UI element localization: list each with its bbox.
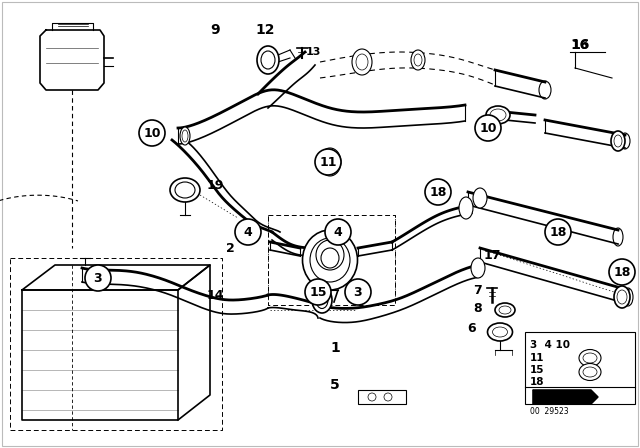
Ellipse shape [92, 270, 98, 280]
Ellipse shape [175, 182, 195, 198]
Text: 9: 9 [210, 23, 220, 37]
Circle shape [325, 219, 351, 245]
Text: 3: 3 [354, 285, 362, 298]
Text: 00  29523: 00 29523 [530, 407, 568, 416]
Text: 4: 4 [333, 225, 342, 238]
Ellipse shape [539, 81, 551, 99]
Text: 2: 2 [226, 241, 234, 254]
Text: 10: 10 [143, 126, 161, 139]
Bar [525, 332, 635, 404]
Text: 17: 17 [483, 249, 500, 262]
Text: 4: 4 [244, 225, 252, 238]
Polygon shape [533, 390, 598, 404]
Text: 19: 19 [206, 178, 224, 191]
Ellipse shape [411, 50, 425, 70]
Text: 11: 11 [530, 353, 545, 363]
Ellipse shape [310, 238, 350, 282]
Ellipse shape [486, 106, 510, 124]
Text: 15: 15 [530, 365, 545, 375]
Text: 3: 3 [93, 271, 102, 284]
Circle shape [85, 265, 111, 291]
Ellipse shape [495, 303, 515, 317]
Bar [358, 390, 406, 404]
Ellipse shape [583, 353, 597, 363]
Ellipse shape [368, 393, 376, 401]
Ellipse shape [356, 54, 368, 70]
Ellipse shape [414, 54, 422, 66]
Circle shape [545, 219, 571, 245]
Circle shape [235, 219, 261, 245]
Text: 12: 12 [255, 23, 275, 37]
Ellipse shape [89, 266, 101, 284]
Ellipse shape [352, 49, 372, 75]
Text: 18: 18 [613, 266, 630, 279]
Circle shape [345, 279, 371, 305]
Text: 15: 15 [309, 285, 327, 298]
Ellipse shape [261, 51, 275, 69]
Text: 16: 16 [570, 38, 589, 52]
Text: 18: 18 [549, 225, 566, 238]
Text: 18: 18 [530, 377, 545, 387]
Ellipse shape [323, 153, 337, 171]
Text: 3  4 10: 3 4 10 [530, 340, 570, 350]
Ellipse shape [579, 363, 601, 380]
Circle shape [139, 120, 165, 146]
Ellipse shape [459, 197, 473, 219]
Text: 7: 7 [474, 284, 483, 297]
Ellipse shape [614, 135, 622, 147]
Ellipse shape [473, 188, 487, 208]
Ellipse shape [319, 148, 341, 176]
Ellipse shape [617, 290, 627, 304]
Ellipse shape [180, 127, 190, 145]
Ellipse shape [579, 349, 601, 366]
Ellipse shape [257, 46, 279, 74]
Ellipse shape [613, 228, 623, 246]
Ellipse shape [303, 230, 358, 290]
Text: 13: 13 [305, 47, 321, 57]
Ellipse shape [170, 178, 200, 202]
Text: 5: 5 [330, 378, 340, 392]
Circle shape [425, 179, 451, 205]
Text: 6: 6 [468, 322, 476, 335]
Text: 1: 1 [330, 341, 340, 355]
Ellipse shape [316, 240, 344, 270]
Ellipse shape [312, 287, 332, 313]
Ellipse shape [488, 323, 513, 341]
Ellipse shape [316, 292, 328, 309]
Circle shape [315, 149, 341, 175]
Text: 10: 10 [479, 121, 497, 134]
Ellipse shape [499, 306, 511, 314]
Ellipse shape [493, 327, 508, 337]
Ellipse shape [611, 131, 625, 151]
Ellipse shape [620, 133, 630, 149]
Text: 18: 18 [429, 185, 447, 198]
Circle shape [609, 259, 635, 285]
Ellipse shape [471, 258, 485, 278]
Ellipse shape [384, 393, 392, 401]
Ellipse shape [614, 286, 630, 308]
Text: 11: 11 [319, 155, 337, 168]
Text: 14: 14 [206, 289, 224, 302]
Circle shape [475, 115, 501, 141]
Circle shape [305, 279, 331, 305]
Ellipse shape [623, 288, 633, 306]
Ellipse shape [321, 248, 339, 268]
Ellipse shape [583, 367, 597, 377]
Ellipse shape [182, 130, 188, 142]
Ellipse shape [490, 109, 506, 121]
Text: 8: 8 [474, 302, 483, 314]
Text: 16: 16 [572, 39, 589, 52]
